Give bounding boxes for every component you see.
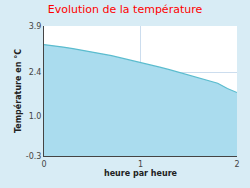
- svg-text:Evolution de la température: Evolution de la température: [48, 3, 203, 16]
- svg-text:2.4: 2.4: [29, 68, 42, 77]
- svg-text:heure par heure: heure par heure: [104, 169, 178, 178]
- svg-text:Température en °C: Température en °C: [13, 49, 23, 133]
- svg-text:3.9: 3.9: [29, 22, 42, 31]
- svg-text:1.0: 1.0: [29, 112, 42, 121]
- svg-text:1: 1: [138, 160, 143, 169]
- svg-text:-0.3: -0.3: [26, 152, 42, 161]
- svg-text:0: 0: [41, 160, 46, 169]
- svg-text:2: 2: [234, 160, 239, 169]
